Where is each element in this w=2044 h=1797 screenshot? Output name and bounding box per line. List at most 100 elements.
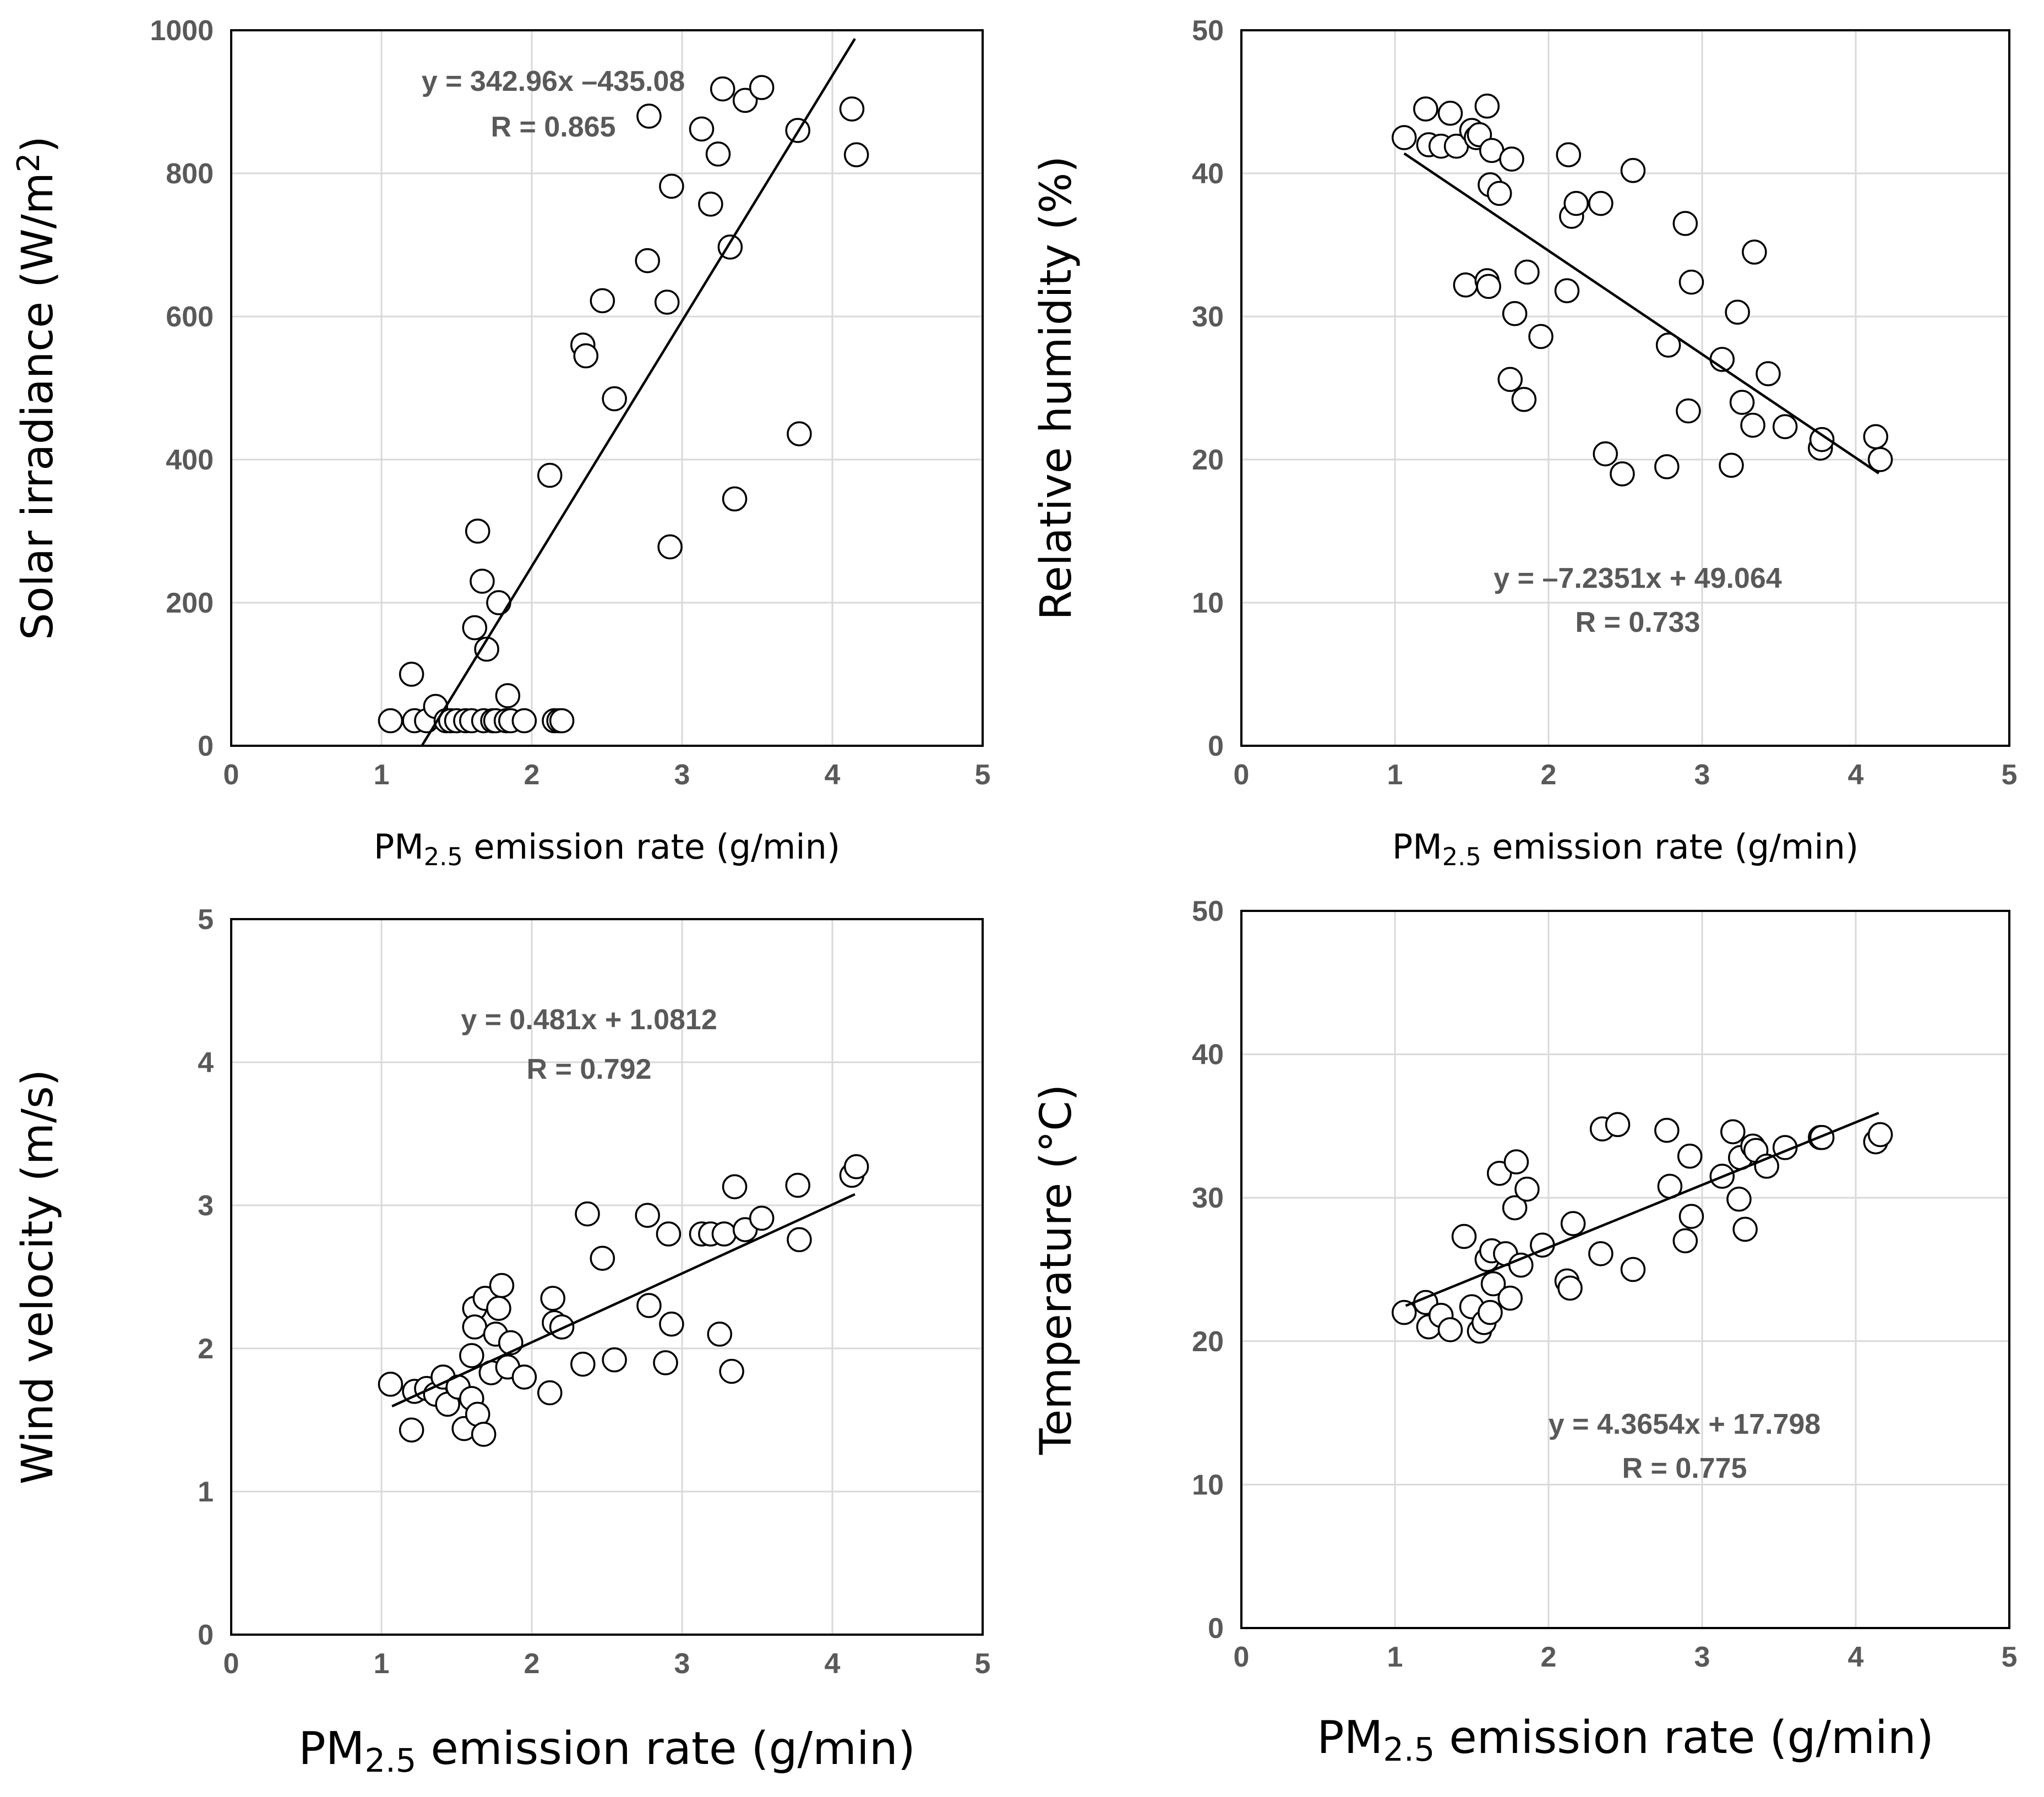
- data-point: [785, 1172, 810, 1198]
- data-point: [511, 708, 537, 734]
- correlation-r: R = 0.775: [1622, 1452, 1747, 1484]
- y-tick-label: 40: [1192, 158, 1224, 190]
- regression-line: [1403, 152, 1880, 474]
- x-tick-label: 4: [825, 759, 841, 791]
- y-tick-label: 10: [1192, 1469, 1224, 1501]
- regression-line: [421, 38, 856, 746]
- data-point: [732, 88, 758, 113]
- data-point: [1677, 1143, 1703, 1169]
- data-point: [1588, 190, 1614, 216]
- y-tick-label: 200: [166, 587, 214, 619]
- data-point: [399, 662, 424, 687]
- data-point: [722, 1174, 748, 1199]
- y-tick-label: 5: [198, 904, 214, 936]
- data-point: [689, 116, 715, 142]
- x-tick-label: 0: [1234, 1641, 1250, 1673]
- data-point: [471, 1422, 497, 1447]
- x-axis-label: PM2.5 emission rate (g/min): [374, 827, 840, 871]
- data-point: [537, 1380, 563, 1406]
- x-tick-label: 2: [1541, 1641, 1557, 1673]
- data-point: [537, 462, 563, 488]
- data-point: [511, 1364, 537, 1390]
- x-tick-label: 1: [1387, 1641, 1403, 1673]
- data-point: [573, 343, 599, 369]
- data-point: [1511, 387, 1537, 412]
- data-point: [1610, 461, 1635, 487]
- grid-lines: [1240, 29, 2010, 747]
- data-point: [549, 1314, 575, 1340]
- data-point: [1756, 361, 1781, 386]
- y-tick-label: 30: [1192, 301, 1224, 333]
- data-point: [843, 142, 869, 167]
- y-axis-label: Wind velocity (m/s): [13, 1069, 63, 1484]
- y-tick-label: 10: [1192, 587, 1224, 619]
- y-tick-label: 50: [1192, 15, 1224, 47]
- data-point: [635, 1203, 660, 1228]
- data-point: [570, 1351, 596, 1377]
- data-point: [1437, 101, 1463, 126]
- y-ticks: 0 200 400 600 800 1000: [150, 15, 214, 762]
- data-point: [707, 1321, 732, 1347]
- x-tick-label: 0: [224, 759, 239, 791]
- data-point: [657, 534, 683, 560]
- y-tick-label: 600: [166, 301, 214, 333]
- y-axis-label: Solar irradiance (W/m2): [11, 136, 63, 640]
- y-tick-label: 0: [1208, 730, 1224, 762]
- data-point: [486, 1296, 511, 1321]
- x-tick-label: 1: [374, 759, 390, 791]
- x-tick-label: 2: [524, 1648, 540, 1680]
- x-tick-label: 5: [2002, 1641, 2018, 1673]
- data-point: [1508, 1252, 1534, 1278]
- x-ticks: 0 1 2 3 4 5: [224, 759, 991, 791]
- regression-equation: y = –7.2351x + 49.064: [1494, 562, 1781, 594]
- data-point: [1413, 96, 1438, 122]
- y-tick-label: 30: [1192, 1182, 1224, 1214]
- data-point: [1528, 324, 1554, 349]
- y-tick-label: 40: [1192, 1039, 1224, 1071]
- data-point: [1678, 1204, 1704, 1229]
- data-point: [698, 192, 723, 217]
- x-ticks: 0 1 2 3 4 5: [1234, 1641, 2018, 1673]
- x-tick-label: 4: [825, 1648, 841, 1680]
- x-tick-label: 1: [1387, 759, 1403, 791]
- data-point: [1654, 454, 1680, 479]
- data-point: [1554, 278, 1580, 303]
- y-ticks: 0 10 20 30 40 50: [1192, 15, 1224, 762]
- points: [1391, 1112, 1893, 1344]
- plot-frame: [1240, 910, 2010, 1629]
- plot-frame: [1240, 29, 2010, 747]
- data-point: [654, 290, 680, 315]
- data-point: [1451, 1224, 1477, 1249]
- x-tick-label: 2: [1541, 759, 1557, 791]
- x-tick-label: 5: [975, 1648, 991, 1680]
- data-point: [787, 421, 812, 446]
- data-point: [1391, 1299, 1417, 1325]
- data-point: [1740, 412, 1765, 438]
- data-point: [1514, 1176, 1540, 1202]
- points: [378, 75, 869, 734]
- x-ticks: 0 1 2 3 4 5: [1234, 759, 2018, 791]
- data-point: [1654, 1117, 1680, 1143]
- data-point: [495, 683, 521, 708]
- data-point: [1514, 259, 1540, 285]
- correlation-r: R = 0.865: [491, 111, 616, 143]
- y-tick-label: 3: [198, 1190, 214, 1222]
- data-point: [465, 518, 490, 544]
- y-tick-label: 0: [1208, 1613, 1224, 1645]
- data-point: [1557, 1275, 1583, 1301]
- data-point: [1772, 414, 1798, 439]
- data-point: [636, 103, 662, 129]
- data-point: [1720, 1119, 1746, 1145]
- data-point: [602, 1347, 627, 1373]
- data-point: [470, 569, 495, 594]
- data-point: [1480, 1271, 1506, 1297]
- data-point: [722, 486, 748, 512]
- data-point: [1556, 142, 1582, 167]
- x-axis-label: PM2.5 emission rate (g/min): [1392, 827, 1858, 871]
- data-point: [1676, 398, 1701, 424]
- data-point: [462, 615, 488, 641]
- data-point: [1502, 1195, 1528, 1221]
- data-point: [575, 1201, 600, 1227]
- data-point: [1588, 1241, 1614, 1266]
- data-point: [1732, 1216, 1758, 1242]
